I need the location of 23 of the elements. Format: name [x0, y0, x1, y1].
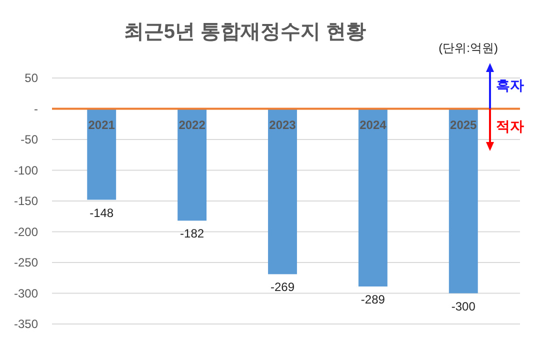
y-tick-label: -	[34, 102, 38, 116]
data-label: -269	[270, 280, 295, 294]
annotation: 적자	[496, 118, 524, 134]
x-tick-label: 2024	[360, 118, 387, 132]
y-tick-label: -150	[14, 194, 38, 208]
y-tick-label: -200	[14, 224, 38, 239]
y-tick-label: -250	[14, 256, 38, 270]
data-label: -300	[451, 299, 476, 314]
data-label: -289	[360, 292, 386, 306]
y-tick-label: -50	[20, 132, 38, 146]
x-tick-label: 2022	[178, 118, 206, 132]
x-tick-label: 2021	[88, 118, 116, 132]
data-label: -148	[90, 206, 114, 220]
y-tick-label: -300	[14, 286, 38, 300]
y-tick-label: -350	[14, 317, 38, 331]
annotation: 흑자	[496, 77, 524, 93]
y-tick-label: 50	[24, 71, 38, 85]
data-label: -182	[180, 226, 204, 241]
x-tick-label: 2023	[269, 118, 296, 132]
text: (단위:억원)	[438, 41, 498, 55]
chart-title: 최근5년 통합재정수지 현황	[124, 21, 366, 43]
x-tick-label: 2025	[450, 118, 478, 132]
y-tick-label: -100	[14, 163, 38, 178]
